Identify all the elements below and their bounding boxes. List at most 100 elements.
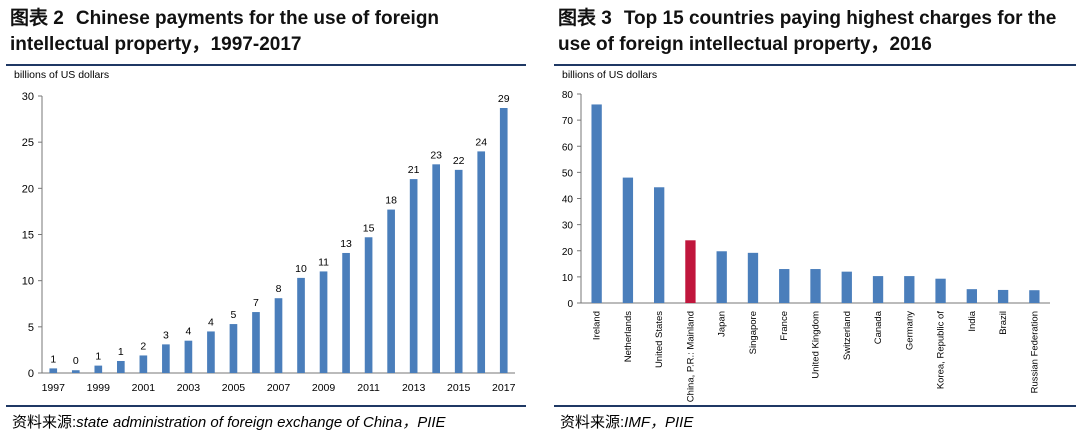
bar-2011 bbox=[364, 237, 373, 373]
data-label-2017: 29 bbox=[498, 93, 510, 105]
countries-bar-chart: billions of US dollars 0 10 20 30 40 50 60 70 80 I… bbox=[562, 69, 1050, 402]
data-label-2010: 13 bbox=[340, 238, 352, 250]
bar-netherlands bbox=[622, 177, 634, 303]
bar-india bbox=[966, 289, 977, 303]
y-tick-label-10: 10 bbox=[22, 276, 34, 288]
x-tick-label-japan: Japan bbox=[717, 311, 728, 337]
bar-germany bbox=[904, 276, 915, 303]
bar-2015 bbox=[454, 169, 463, 373]
y-tick-label-30: 30 bbox=[22, 91, 34, 103]
bar-2000 bbox=[117, 360, 125, 373]
bar-2005 bbox=[229, 324, 238, 373]
y-tick-label-5: 5 bbox=[28, 322, 34, 334]
data-label-2008: 10 bbox=[295, 263, 307, 275]
x-tick-label-2013: 2013 bbox=[402, 382, 426, 394]
x-tick-label-france: France bbox=[779, 311, 790, 341]
data-label-2011: 15 bbox=[363, 222, 375, 234]
data-label-2009: 11 bbox=[318, 256, 329, 268]
y-tick-label-50: 50 bbox=[562, 168, 574, 179]
bar-brazil bbox=[997, 289, 1009, 303]
data-label-2016: 24 bbox=[475, 136, 487, 148]
data-label-2004: 4 bbox=[208, 316, 214, 328]
bar-china-p-r-mainland bbox=[685, 240, 696, 303]
data-label-1997: 1 bbox=[50, 353, 56, 365]
x-tick-label-brazil: Brazil bbox=[998, 311, 1009, 335]
data-label-2000: 1 bbox=[118, 346, 124, 358]
bar-switzerland bbox=[841, 271, 852, 303]
x-tick-label-united-states: United States bbox=[654, 311, 665, 368]
figure-2-bottom-rule bbox=[6, 405, 526, 407]
x-tick-label-united-kingdom: United Kingdom bbox=[811, 311, 822, 379]
x-tick-label-2009: 2009 bbox=[312, 382, 336, 394]
x-tick-label-singapore: Singapore bbox=[748, 311, 759, 354]
y-tick-label-15: 15 bbox=[22, 230, 34, 242]
figure-3-title: 图表 3 Top 15 countries paying highest char… bbox=[558, 6, 1078, 58]
figure-2-top-rule bbox=[6, 64, 526, 66]
bar-japan bbox=[716, 251, 727, 303]
bar-united-kingdom bbox=[810, 269, 821, 303]
y-tick-label-30: 30 bbox=[562, 221, 574, 232]
data-label-2002: 3 bbox=[163, 329, 169, 341]
data-label-1999: 1 bbox=[95, 351, 101, 363]
x-tick-label-netherlands: Netherlands bbox=[623, 311, 634, 362]
figure-3-source-text: IMF，PIIE bbox=[624, 414, 694, 431]
figure-2-panel: 图表 2 Chinese payments for the use of fore… bbox=[0, 0, 530, 443]
bar-united-states bbox=[654, 187, 665, 303]
data-label-2001: 2 bbox=[140, 340, 146, 352]
figure-3-title-text: Top 15 countries paying highest charges … bbox=[558, 8, 1057, 55]
data-label-2003: 4 bbox=[185, 326, 191, 338]
y-tick-label-80: 80 bbox=[562, 90, 574, 101]
y-tick-label-40: 40 bbox=[562, 195, 574, 206]
bar-2003 bbox=[184, 340, 193, 373]
bar-2004 bbox=[207, 331, 215, 373]
y-tick-label-0: 0 bbox=[567, 299, 573, 310]
x-tick-label-korea-republic-of: Korea, Republic of bbox=[936, 311, 947, 390]
bar-2008 bbox=[297, 277, 305, 373]
data-label-2005: 5 bbox=[231, 309, 237, 321]
x-tick-label-2005: 2005 bbox=[222, 382, 246, 394]
bar-canada bbox=[872, 276, 884, 303]
figure-2-source-prefix: 资料来源: bbox=[12, 414, 77, 431]
x-tick-label-china-p-r-mainland: China, P.R.: Mainland bbox=[685, 311, 696, 402]
bar-2007 bbox=[274, 298, 283, 373]
x-tick-label-switzerland: Switzerland bbox=[842, 311, 853, 360]
bar-1998 bbox=[71, 370, 80, 373]
data-label-2013: 21 bbox=[408, 164, 420, 176]
data-label-2006: 7 bbox=[253, 297, 259, 309]
bar-2010 bbox=[342, 252, 350, 373]
bar-2009 bbox=[319, 271, 328, 373]
y-axis-label: billions of US dollars bbox=[562, 69, 657, 81]
y-tick-label-10: 10 bbox=[562, 273, 574, 284]
y-axis-label: billions of US dollars bbox=[14, 69, 109, 81]
y-tick-label-60: 60 bbox=[562, 142, 574, 153]
data-label-2007: 8 bbox=[276, 283, 282, 295]
figure-3-bottom-rule bbox=[554, 405, 1076, 407]
y-tick-label-20: 20 bbox=[22, 183, 34, 195]
bar-2001 bbox=[139, 355, 148, 373]
y-tick-label-20: 20 bbox=[562, 247, 574, 258]
bar-2017 bbox=[499, 108, 508, 374]
x-tick-label-2011: 2011 bbox=[357, 382, 380, 394]
x-tick-label-2015: 2015 bbox=[447, 382, 471, 394]
data-label-2012: 18 bbox=[385, 195, 397, 207]
bar-2002 bbox=[162, 344, 170, 373]
bar-korea-republic-of bbox=[935, 278, 946, 303]
figure-2-number: 图表 2 bbox=[10, 8, 64, 29]
figure-3-source: 资料来源:IMF，PIIE bbox=[560, 411, 693, 432]
data-label-2014: 23 bbox=[430, 149, 442, 161]
bar-1997 bbox=[49, 368, 58, 373]
bar-singapore bbox=[747, 252, 759, 303]
y-tick-label-70: 70 bbox=[562, 116, 574, 127]
figure-2-title-text: Chinese payments for the use of foreign … bbox=[10, 8, 440, 55]
x-tick-label-canada: Canada bbox=[873, 310, 884, 344]
bar-2006 bbox=[252, 312, 260, 373]
x-tick-label-1997: 1997 bbox=[42, 382, 66, 394]
y-tick-label-25: 25 bbox=[22, 137, 34, 149]
bar-1999 bbox=[94, 365, 103, 373]
x-tick-label-2007: 2007 bbox=[267, 382, 291, 394]
figure-3-number: 图表 3 bbox=[558, 8, 612, 29]
x-tick-label-india: India bbox=[967, 310, 978, 331]
x-tick-label-germany: Germany bbox=[904, 311, 915, 350]
bar-france bbox=[779, 269, 790, 303]
